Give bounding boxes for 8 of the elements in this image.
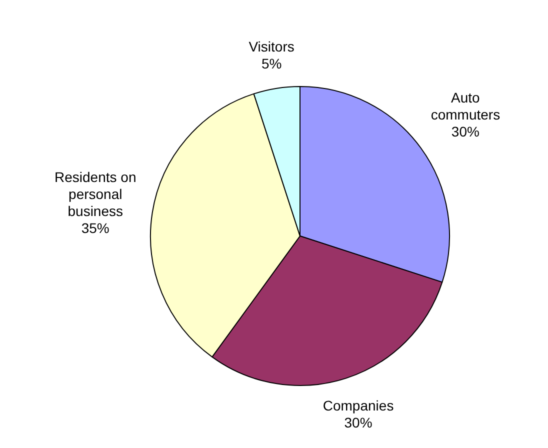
data-label: 35% [81, 220, 110, 236]
data-label: 5% [261, 56, 282, 72]
slice-label: Auto commuters [430, 90, 500, 123]
data-label: 30% [344, 414, 372, 431]
slice-label: Visitors [248, 38, 294, 55]
data-label: 30% [451, 124, 480, 140]
slice-label: Residents on personal business [54, 168, 136, 219]
slice-label: Companies [322, 398, 394, 414]
